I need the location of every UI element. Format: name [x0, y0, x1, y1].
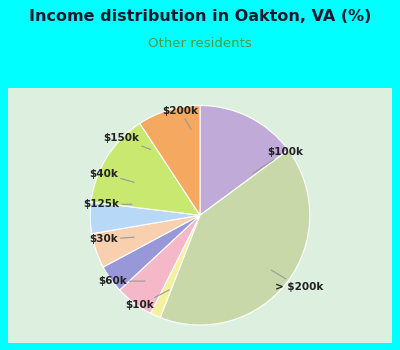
Wedge shape: [120, 215, 200, 313]
Text: $150k: $150k: [103, 133, 151, 149]
Text: $200k: $200k: [162, 106, 198, 130]
Text: $60k: $60k: [98, 276, 145, 286]
Text: $10k: $10k: [125, 290, 169, 310]
Text: $100k: $100k: [253, 147, 304, 174]
Text: > $200k: > $200k: [271, 270, 323, 292]
Wedge shape: [103, 215, 200, 290]
Text: $125k: $125k: [83, 199, 132, 209]
Text: Income distribution in Oakton, VA (%): Income distribution in Oakton, VA (%): [29, 9, 371, 24]
Wedge shape: [150, 215, 200, 317]
Text: Other residents: Other residents: [148, 37, 252, 50]
Wedge shape: [92, 215, 200, 267]
Wedge shape: [140, 105, 200, 215]
Wedge shape: [91, 124, 200, 215]
Wedge shape: [200, 105, 288, 215]
Text: $40k: $40k: [89, 169, 134, 182]
Text: $30k: $30k: [89, 234, 134, 244]
Wedge shape: [90, 202, 200, 234]
Wedge shape: [160, 150, 310, 325]
